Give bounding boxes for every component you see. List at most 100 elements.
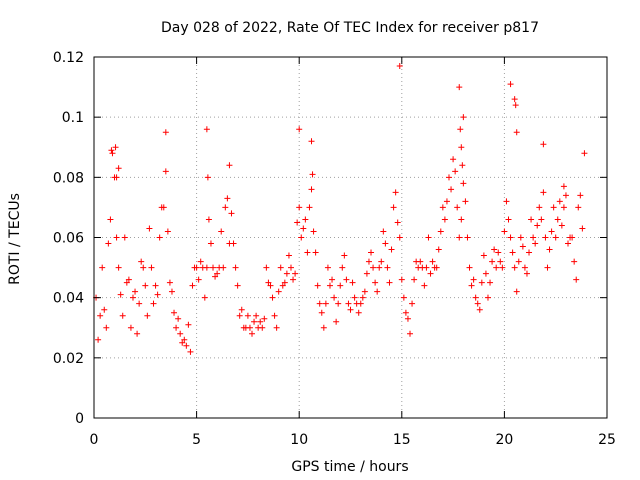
data-point (316, 300, 323, 307)
data-point (212, 273, 219, 280)
data-point (343, 276, 350, 283)
data-point (427, 270, 434, 277)
data-point (257, 318, 264, 325)
data-point (575, 204, 582, 211)
data-point (550, 204, 557, 211)
data-point (333, 318, 340, 325)
data-point (425, 234, 432, 241)
data-point (275, 288, 282, 295)
data-point (204, 174, 211, 181)
data-point (267, 282, 274, 289)
data-point (101, 306, 108, 313)
data-point (457, 126, 464, 133)
y-tick-label: 0.06 (53, 231, 84, 247)
data-point (168, 288, 175, 295)
data-point (394, 219, 401, 226)
data-point (251, 318, 258, 325)
data-point (365, 258, 372, 265)
data-point (119, 312, 126, 319)
x-tick-label: 10 (290, 432, 308, 448)
data-point (123, 279, 130, 286)
data-point (181, 336, 188, 343)
data-point (411, 276, 418, 283)
data-point (460, 180, 467, 187)
data-point (409, 300, 416, 307)
data-point (341, 252, 348, 259)
data-point (310, 228, 317, 235)
data-point (318, 309, 325, 316)
data-point (187, 348, 194, 355)
data-point (117, 291, 124, 298)
data-point (296, 126, 303, 133)
data-point (560, 183, 567, 190)
data-point (538, 216, 545, 223)
data-point (197, 258, 204, 265)
data-point (218, 228, 225, 235)
x-tick-label: 15 (393, 432, 411, 448)
data-point (107, 216, 114, 223)
data-point (324, 264, 331, 271)
data-point (505, 216, 512, 223)
data-point (499, 264, 506, 271)
data-point (314, 282, 321, 289)
y-tick-label: 0.08 (53, 170, 84, 186)
data-point (581, 150, 588, 157)
data-point (265, 279, 272, 286)
data-point (466, 264, 473, 271)
data-point (484, 294, 491, 301)
x-tick-label: 20 (495, 432, 513, 448)
data-point (487, 279, 494, 286)
y-tick-label: 0.02 (53, 351, 84, 367)
data-point (304, 249, 311, 256)
data-point (335, 300, 342, 307)
data-point (162, 168, 169, 175)
data-point (402, 309, 409, 316)
data-point (290, 276, 297, 283)
data-point (203, 264, 210, 271)
data-point (277, 264, 284, 271)
data-point (331, 294, 338, 301)
data-point (308, 186, 315, 193)
data-point (400, 294, 407, 301)
data-point (113, 234, 120, 241)
data-point (312, 249, 319, 256)
data-point (435, 246, 442, 253)
data-point (244, 312, 251, 319)
data-point (136, 300, 143, 307)
data-point (230, 240, 237, 247)
data-point (448, 186, 455, 193)
data-point (112, 144, 119, 151)
data-point (283, 270, 290, 277)
chart-title: Day 028 of 2022, Rate Of TEC Index for r… (161, 20, 539, 36)
data-point (376, 264, 383, 271)
data-point (530, 234, 537, 241)
data-point (513, 129, 520, 136)
data-point (189, 282, 196, 289)
data-point (554, 216, 561, 223)
data-point (454, 204, 461, 211)
data-point (443, 198, 450, 205)
data-point (273, 324, 280, 331)
data-point (439, 204, 446, 211)
data-point (546, 246, 553, 253)
data-point (528, 216, 535, 223)
data-point (271, 312, 278, 319)
data-point (115, 264, 122, 271)
data-point (460, 114, 467, 121)
data-point (388, 246, 395, 253)
data-point (491, 246, 498, 253)
data-point (103, 324, 110, 331)
data-point (263, 264, 270, 271)
data-point (138, 258, 145, 265)
data-point (302, 216, 309, 223)
data-point (179, 339, 186, 346)
data-point (569, 234, 576, 241)
data-point (417, 258, 424, 265)
data-point (349, 279, 356, 286)
data-point (540, 141, 547, 148)
data-point (512, 102, 519, 109)
data-point (214, 270, 221, 277)
data-point (396, 234, 403, 241)
data-point (292, 270, 299, 277)
